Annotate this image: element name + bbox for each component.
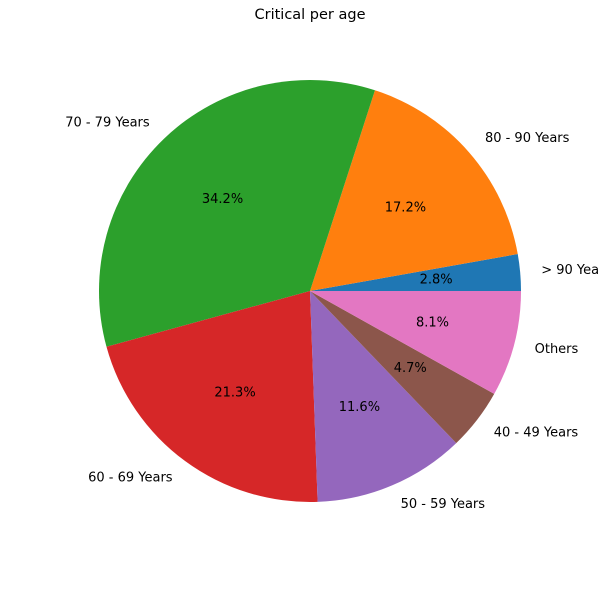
chart-title: Critical per age xyxy=(254,7,365,23)
slice-label: 70 - 79 Years xyxy=(65,116,150,131)
pie-slice xyxy=(310,291,521,394)
pie-slice xyxy=(310,291,495,444)
slice-labels: > 90 Years 80 - 90 Years 70 - 79 Years 60 -… xyxy=(65,116,600,513)
slice-label: Others xyxy=(535,342,579,357)
slice-percentage-label: 11.6% xyxy=(339,400,380,415)
slice-percentage-label: 17.2% xyxy=(385,200,426,215)
slice-label: > 90 Years xyxy=(541,263,600,278)
pie-slice xyxy=(106,291,318,502)
pie-slice xyxy=(310,90,518,292)
slice-percentage-label: 8.1% xyxy=(416,315,449,330)
slice-label: 40 - 49 Years xyxy=(494,425,579,440)
slice-percentage-label: 34.2% xyxy=(202,192,243,207)
pie-slice xyxy=(310,291,457,502)
pie-slice xyxy=(98,79,375,347)
slice-label: 60 - 69 Years xyxy=(88,471,173,486)
slice-label: 50 - 59 Years xyxy=(401,497,486,512)
slice-label: 80 - 90 Years xyxy=(485,131,570,146)
slice-percentage-label: 4.7% xyxy=(394,361,427,376)
slice-percentage-label: 2.8% xyxy=(420,272,453,287)
pie-slices xyxy=(98,79,521,502)
slice-percentage-label: 21.3% xyxy=(214,386,255,401)
percentage-labels: 2.8% 17.2% 34.2% 21.3% 11.6% 4.7% 8.1% xyxy=(202,192,453,415)
pie-slice xyxy=(310,254,521,291)
